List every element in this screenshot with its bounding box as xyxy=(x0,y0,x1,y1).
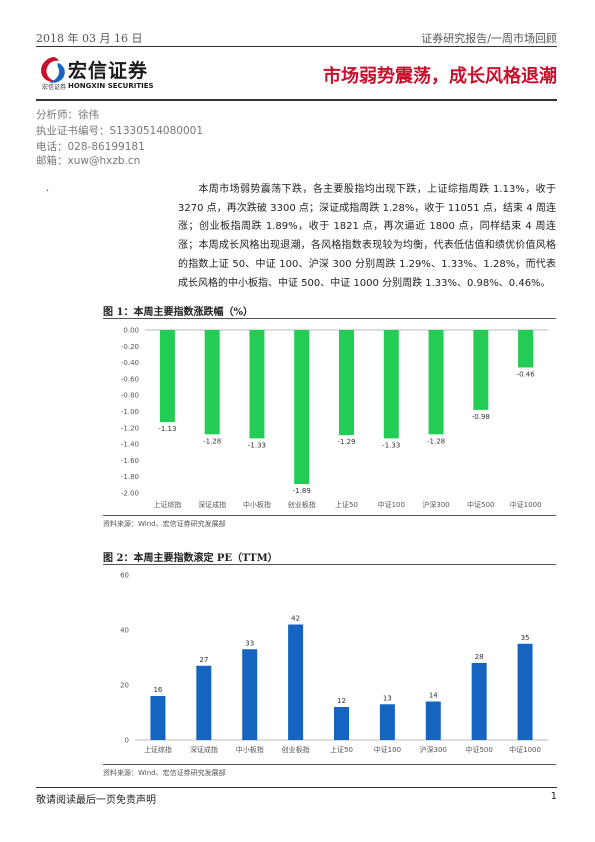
bar xyxy=(471,663,487,740)
figure1-bottom-line xyxy=(103,515,556,516)
bar xyxy=(249,330,265,439)
bar xyxy=(288,624,304,740)
figure2-chart: 0 20 40 60 16 上证综指 27 深证成指 33 中小板指 42 创业板指 12 上证50 13 中… xyxy=(120,572,548,754)
title-divider xyxy=(36,99,557,101)
category-label: 创业板指 xyxy=(288,500,316,509)
data-label: 33 xyxy=(245,639,254,647)
y-tick-label: 40 xyxy=(120,627,129,635)
analyst-cert: 执业证书编号：S1330514080001 xyxy=(36,125,204,137)
y-tick-label: 60 xyxy=(120,572,129,580)
data-label: 42 xyxy=(291,615,300,623)
report-date: 2018 年 03 月 16 日 xyxy=(36,32,143,45)
data-label: -1.33 xyxy=(248,441,266,449)
hongxin-logo-icon xyxy=(41,57,65,83)
bar xyxy=(334,707,349,740)
y-tick-label: -1.80 xyxy=(121,473,139,481)
data-label: -0.46 xyxy=(517,370,536,378)
category-label: 中证1000 xyxy=(509,745,541,754)
category-label: 沪深300 xyxy=(422,500,449,509)
figure2-top-line xyxy=(103,564,556,565)
bar xyxy=(379,704,395,740)
category-label: 中证100 xyxy=(378,500,405,509)
data-label: -0.98 xyxy=(472,413,490,421)
y-tick-label: -1.40 xyxy=(121,441,139,449)
analyst-name: 分析师：徐伟 xyxy=(36,109,99,121)
y-tick-label: 0 xyxy=(125,737,129,745)
y-tick-label: -1.20 xyxy=(121,424,139,432)
logo-text-cn: 宏信证券 xyxy=(68,60,149,82)
data-label: 27 xyxy=(199,656,208,664)
y-tick-label: -0.20 xyxy=(121,343,139,351)
data-label: 35 xyxy=(521,634,530,642)
bar xyxy=(383,330,399,439)
y-tick-label: -2.00 xyxy=(121,490,139,498)
category-label: 中证500 xyxy=(467,500,494,509)
footer-divider xyxy=(36,787,557,788)
bar xyxy=(196,665,212,740)
analyst-email: 邮箱：xuw@hxzb.cn xyxy=(36,155,141,167)
bar xyxy=(473,330,489,410)
page-number: 1 xyxy=(550,791,557,802)
figure2-bottom-line xyxy=(103,764,556,765)
y-tick-label: -0.80 xyxy=(121,392,139,400)
category-label: 上证50 xyxy=(335,500,358,509)
category-label: 上证综指 xyxy=(153,500,181,509)
bar xyxy=(518,330,534,368)
summary-paragraph: 本周市场弱势震荡下跌，各主要股指均出现下跌，上证综指周跌 1.13%，收于 32… xyxy=(178,181,556,293)
figure2-source: 资料来源：Wind、宏信证券研究发展部 xyxy=(103,769,226,777)
bar xyxy=(425,701,441,740)
report-type: 证券研究报告/一周市场回顾 xyxy=(421,32,557,45)
bar xyxy=(150,696,166,740)
data-label: -1.28 xyxy=(427,437,445,445)
report-title: 市场弱势震荡，成长风格退潮 xyxy=(323,66,557,87)
summary-text: 本周市场弱势震荡下跌，各主要股指均出现下跌，上证综指周跌 1.13%，收于 32… xyxy=(178,184,556,289)
logo-text-sub: 宏信证券 xyxy=(42,84,67,91)
y-tick-label: -0.60 xyxy=(121,375,139,383)
figure1-source: 资料来源：Wind、宏信证券研究发展部 xyxy=(103,520,226,528)
figure1-title: 图 1：本周主要指数涨跌幅（%） xyxy=(103,307,253,318)
bar xyxy=(242,649,258,740)
data-label: 12 xyxy=(337,697,346,705)
header-divider xyxy=(36,46,557,47)
data-label: -1.33 xyxy=(382,441,400,449)
data-label: 13 xyxy=(383,694,392,702)
y-tick-label: 20 xyxy=(120,682,129,690)
category-label: 中小板指 xyxy=(236,745,264,754)
footer-disclaimer: 敬请阅读最后一页免责声明 xyxy=(36,795,156,806)
category-label: 中证100 xyxy=(374,745,401,754)
figure1-chart: 0.00 -0.20 -0.40 -0.60 -0.80 -1.00 -1.20 -1.40 -… xyxy=(121,327,548,509)
data-label: 16 xyxy=(153,686,162,694)
figure1-top-line xyxy=(103,318,556,319)
category-label: 创业板指 xyxy=(282,745,310,754)
bar xyxy=(428,330,444,435)
data-label: 28 xyxy=(475,653,484,661)
data-label: -1.89 xyxy=(293,487,311,495)
category-label: 沪深300 xyxy=(420,745,447,754)
bar xyxy=(204,330,220,435)
y-tick-label: -1.60 xyxy=(121,457,139,465)
y-tick-label: -0.40 xyxy=(121,359,139,367)
bar xyxy=(294,330,310,485)
data-label: -1.13 xyxy=(158,425,176,433)
category-label: 深证成指 xyxy=(198,500,226,509)
data-label: -1.29 xyxy=(337,438,355,446)
category-label: 中小板指 xyxy=(243,500,271,509)
data-label: 14 xyxy=(429,692,438,700)
y-tick-label: 0.00 xyxy=(123,327,139,335)
logo-text-en: HONGXIN SECURITIES xyxy=(68,82,154,90)
category-label: 中证500 xyxy=(465,745,492,754)
category-label: 上证综指 xyxy=(144,745,172,754)
bar xyxy=(517,643,533,740)
y-tick-label: -1.00 xyxy=(121,408,139,416)
bullet-dot: · xyxy=(46,186,50,197)
bar xyxy=(159,330,175,423)
data-label: -1.28 xyxy=(203,437,221,445)
analyst-phone: 电话：028-86199181 xyxy=(36,141,145,153)
figure2-title: 图 2：本周主要指数滚定 PE（TTM） xyxy=(103,553,278,564)
category-label: 深证成指 xyxy=(190,745,218,754)
category-label: 上证50 xyxy=(330,745,353,754)
bar xyxy=(339,330,354,436)
category-label: 中证1000 xyxy=(510,500,542,509)
